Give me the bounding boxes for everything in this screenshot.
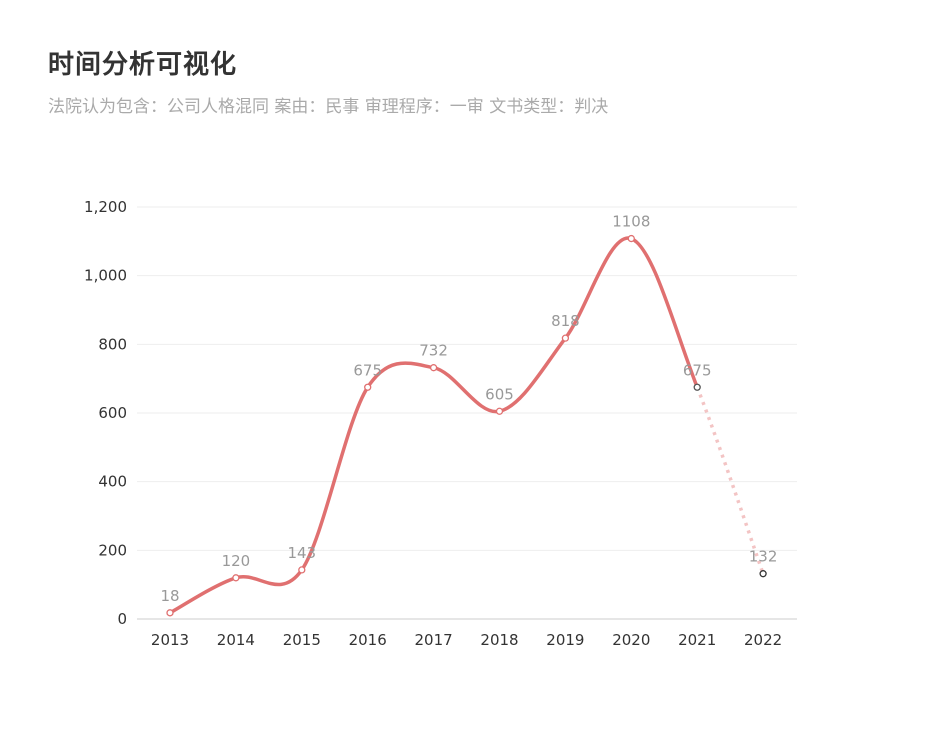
x-tick-label: 2014	[217, 631, 255, 649]
y-tick-label: 0	[117, 610, 127, 628]
data-label: 818	[551, 312, 580, 330]
x-tick-label: 2016	[349, 631, 387, 649]
series-line	[168, 236, 765, 615]
x-tick-label: 2018	[480, 631, 518, 649]
data-point[interactable]	[693, 383, 701, 391]
x-tick-label: 2017	[415, 631, 453, 649]
series-line-dashed	[695, 386, 765, 575]
data-point[interactable]	[561, 334, 570, 342]
data-point[interactable]	[166, 609, 174, 617]
data-label: 675	[353, 361, 382, 379]
data-point[interactable]	[232, 574, 240, 582]
data-label: 675	[683, 361, 712, 379]
chart-subtitle: 法院认为包含：公司人格混同 案由：民事 审理程序：一审 文书类型：判决	[48, 97, 609, 117]
data-label: 605	[485, 385, 514, 403]
y-tick-label: 800	[98, 335, 127, 353]
x-tick-label: 2020	[612, 631, 650, 649]
data-point[interactable]	[759, 570, 767, 578]
data-label: 143	[287, 544, 316, 562]
data-label: 132	[749, 548, 778, 566]
y-tick-label: 400	[98, 473, 127, 491]
x-tick-label: 2021	[678, 631, 716, 649]
x-tick-label: 2015	[283, 631, 321, 649]
data-point[interactable]	[429, 364, 438, 372]
x-axis-ticks: 2013 2014 2015 2016 2017 2018 2019 2020 2021 2022	[151, 631, 782, 649]
y-tick-label: 1,000	[84, 267, 127, 285]
data-point[interactable]	[364, 383, 372, 391]
data-points	[166, 234, 767, 617]
data-point[interactable]	[627, 234, 635, 243]
data-label: 732	[419, 342, 448, 360]
y-tick-label: 200	[98, 541, 127, 559]
x-tick-label: 2022	[744, 631, 782, 649]
data-label: 18	[160, 587, 179, 605]
data-label: 1108	[612, 213, 650, 231]
data-point[interactable]	[495, 407, 504, 415]
data-label: 120	[222, 552, 251, 570]
x-tick-label: 2013	[151, 631, 189, 649]
x-tick-label: 2019	[546, 631, 584, 649]
data-point[interactable]	[298, 566, 306, 574]
y-tick-label: 1,200	[84, 198, 127, 216]
data-labels: 18 120 143 675 732 605 818 1108 675 132	[160, 213, 777, 605]
y-tick-label: 600	[98, 404, 127, 422]
grid-lines	[137, 206, 797, 620]
chart-title: 时间分析可视化	[48, 50, 238, 80]
y-axis-ticks: 0 200 400 600 800 1,000 1,200	[84, 198, 127, 628]
